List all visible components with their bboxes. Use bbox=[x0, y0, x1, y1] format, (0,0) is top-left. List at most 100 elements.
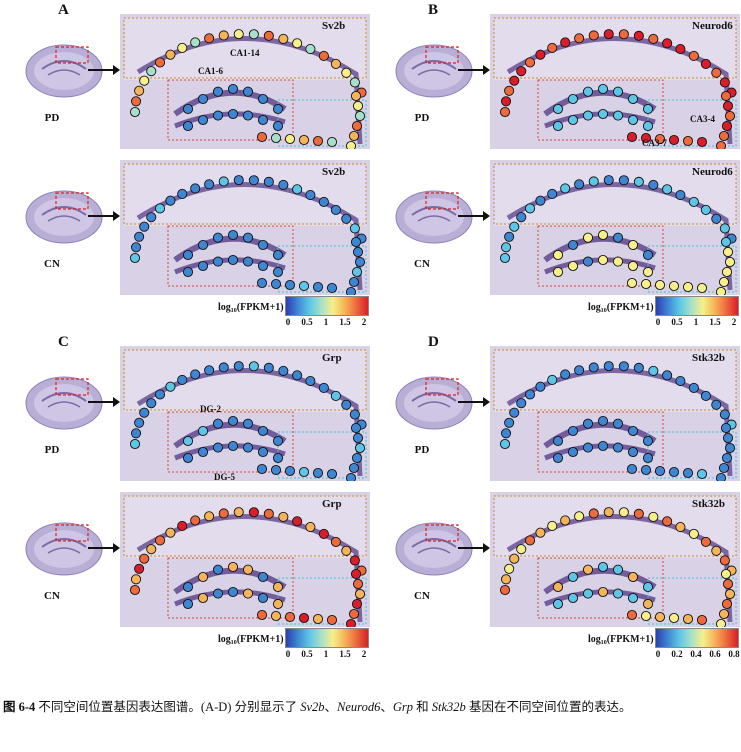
spot-ca bbox=[722, 246, 734, 258]
spot-ca bbox=[350, 90, 362, 102]
spot-ca bbox=[218, 30, 229, 41]
spot-dg bbox=[642, 452, 654, 464]
spot-ca bbox=[354, 442, 366, 454]
spot-ca bbox=[504, 417, 515, 428]
pointer-arrow bbox=[88, 397, 120, 407]
spot-ca bbox=[688, 382, 699, 393]
panel-letter: C bbox=[58, 334, 69, 350]
spot-dg bbox=[212, 588, 224, 599]
spot-dg bbox=[272, 249, 284, 261]
spot-ca bbox=[134, 231, 145, 242]
spot-dg bbox=[212, 418, 224, 429]
spot-ca bbox=[547, 520, 558, 532]
spot-dg bbox=[257, 260, 269, 272]
colorbar-title: log₁₀(FPKM+1) bbox=[218, 634, 284, 645]
colorbar-tick: 0.5 bbox=[301, 317, 313, 327]
spot-dg bbox=[627, 260, 639, 272]
spot-ca bbox=[633, 362, 644, 373]
spot-ca bbox=[292, 516, 303, 527]
spot-ca bbox=[535, 195, 546, 206]
spot-dg bbox=[582, 256, 594, 267]
spot-dg bbox=[182, 120, 194, 132]
spot-ca bbox=[718, 462, 730, 474]
spot-ca bbox=[330, 204, 341, 215]
spot-ca bbox=[654, 611, 666, 623]
region-callout: DG-5 bbox=[214, 472, 235, 482]
spot-ca bbox=[349, 409, 360, 420]
spot-ca bbox=[715, 286, 727, 295]
spot-ca bbox=[633, 30, 644, 41]
spot-ca bbox=[177, 188, 188, 200]
gene-label: Neurod6 bbox=[692, 166, 733, 178]
spot-dg bbox=[582, 232, 594, 243]
spot-ca bbox=[348, 276, 360, 288]
spot-dg bbox=[597, 108, 609, 120]
spot-dg bbox=[182, 581, 194, 593]
spatial-tissue-image bbox=[490, 160, 740, 295]
spot-ca bbox=[248, 175, 259, 186]
spot-ca bbox=[648, 179, 659, 190]
spot-dg bbox=[212, 442, 224, 453]
brain-thumbnail bbox=[392, 517, 477, 587]
spot-dg bbox=[552, 598, 564, 610]
colorbar-tick: 1 bbox=[323, 649, 329, 659]
gene-label: Stk32b bbox=[692, 352, 726, 364]
spot-ca bbox=[352, 432, 364, 444]
spot-ca bbox=[719, 223, 730, 234]
spot-ca bbox=[350, 568, 362, 580]
spot-ca bbox=[218, 362, 229, 373]
spot-ca bbox=[139, 407, 150, 418]
spot-ca bbox=[330, 536, 341, 547]
condition-label: CN bbox=[44, 258, 60, 270]
spot-ca bbox=[688, 50, 699, 61]
spot-ca bbox=[233, 29, 244, 40]
colorbar-tick: 1.5 bbox=[709, 317, 721, 327]
colorbar-tick: 0 bbox=[285, 317, 291, 327]
spot-dg bbox=[552, 249, 564, 261]
spot-dg bbox=[272, 266, 284, 278]
spot-ca bbox=[218, 176, 229, 187]
spot-dg bbox=[552, 452, 564, 464]
spot-ca bbox=[351, 598, 363, 610]
spot-ca bbox=[154, 57, 166, 68]
colorbar-tick: 2 bbox=[731, 317, 737, 327]
colorbar-tick: 0.2 bbox=[671, 649, 683, 659]
spot-ca bbox=[345, 618, 357, 627]
spot-ca bbox=[248, 29, 259, 40]
spot-ca bbox=[640, 132, 652, 144]
spot-ca bbox=[341, 545, 352, 556]
spot-ca bbox=[626, 277, 638, 289]
spot-ca bbox=[351, 266, 363, 278]
spot-ca bbox=[130, 428, 142, 439]
spot-ca bbox=[298, 466, 310, 478]
spatial-tissue-image bbox=[490, 14, 740, 149]
spot-ca bbox=[233, 361, 244, 372]
spot-dg bbox=[242, 86, 254, 97]
spot-ca bbox=[352, 100, 364, 112]
spot-ca bbox=[535, 381, 546, 392]
spot-dg bbox=[242, 564, 254, 575]
spot-ca bbox=[560, 515, 571, 526]
spot-ca bbox=[696, 136, 708, 148]
pointer-arrow bbox=[458, 65, 490, 75]
spot-dg bbox=[212, 86, 224, 97]
region-callout: CA1-6 bbox=[198, 66, 223, 76]
pointer-arrow bbox=[88, 543, 120, 553]
spot-ca bbox=[292, 38, 303, 49]
spatial-tissue-image bbox=[120, 346, 370, 481]
spot-dg bbox=[567, 446, 579, 458]
spot-ca bbox=[504, 85, 515, 96]
spot-ca bbox=[284, 465, 296, 477]
spot-dg bbox=[597, 586, 609, 598]
spot-ca bbox=[278, 365, 289, 376]
condition-label: CN bbox=[414, 258, 430, 270]
spot-ca bbox=[720, 236, 732, 248]
spot-dg bbox=[552, 581, 564, 593]
spot-dg bbox=[227, 83, 239, 95]
spot-dg bbox=[227, 561, 239, 573]
region-callout: CA3-7 bbox=[642, 138, 667, 148]
spot-ca bbox=[668, 134, 680, 146]
spot-ca bbox=[648, 33, 659, 44]
spot-ca bbox=[524, 389, 536, 400]
spot-ca bbox=[263, 30, 274, 41]
